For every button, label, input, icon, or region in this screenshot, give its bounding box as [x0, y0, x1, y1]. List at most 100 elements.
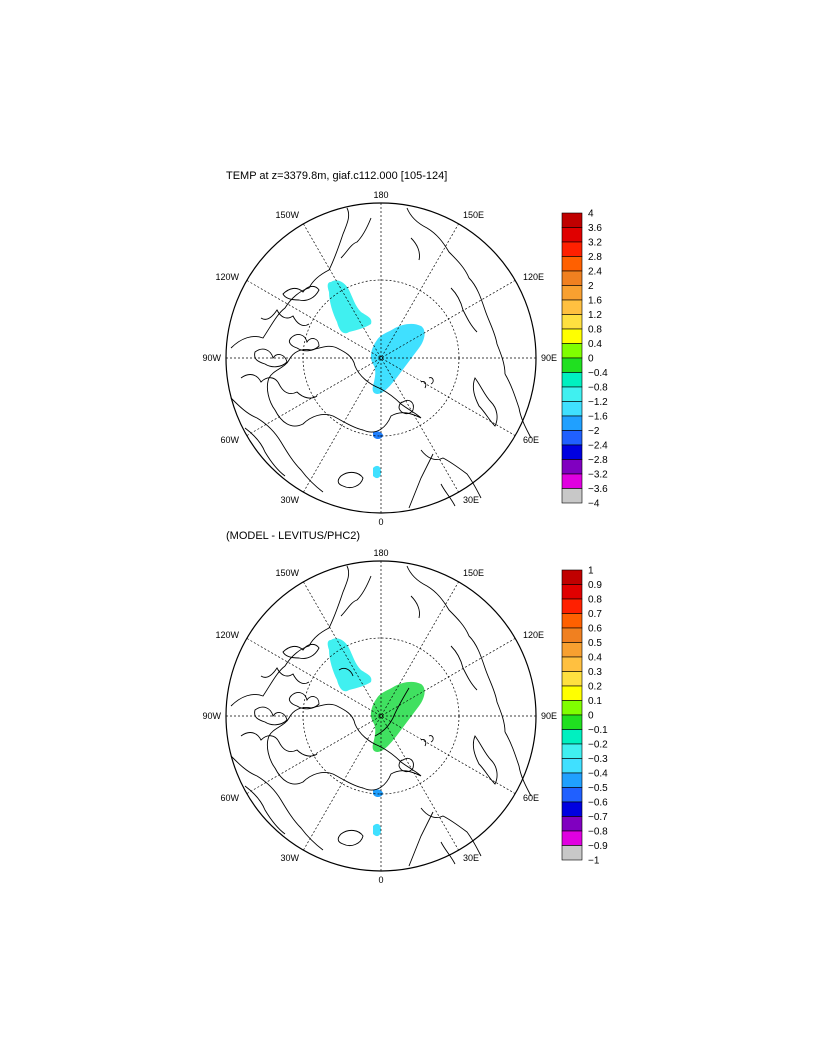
lon-label-0: 0 — [378, 875, 383, 885]
colorbar-tick-label: −1 — [588, 856, 600, 867]
colorbar-swatch — [561, 227, 583, 243]
colorbar-tick-label: 3.6 — [588, 223, 602, 234]
colorbar-swatch — [561, 473, 583, 489]
colorbar-swatch — [561, 357, 583, 373]
lon-label-120e: 120E — [523, 272, 544, 282]
lon-label-90e: 90E — [541, 353, 557, 363]
panel-title-top: TEMP at z=3379.8m, giaf.c112.000 [105-12… — [226, 170, 448, 182]
diff-patch-canada-basin — [327, 638, 372, 692]
diff-patch-eurasian-basin — [370, 681, 425, 752]
colorbar-tick-label: −4 — [588, 499, 600, 510]
lon-label-90w: 90W — [202, 353, 221, 363]
zero-contour — [374, 687, 410, 737]
graticule-top — [226, 203, 536, 513]
colorbar-swatch — [561, 212, 583, 228]
anomaly-patch-eurasian-basin — [370, 323, 425, 394]
colorbar-swatch — [561, 299, 583, 315]
colorbar-swatch — [561, 787, 583, 803]
map-panel-top: 180 150E 120E 90E 60E 30E 0 30W 60W 90W … — [202, 190, 557, 527]
colorbar-swatch — [561, 241, 583, 257]
colorbar-tick-label: −2.8 — [588, 455, 608, 466]
colorbar-swatch — [561, 328, 583, 344]
colorbar-tick-label: 4 — [588, 209, 594, 220]
colorbar-swatch — [561, 729, 583, 745]
colorbar-swatch — [561, 685, 583, 701]
anomaly-patch-fram-strait — [373, 431, 383, 439]
field-patches-top — [327, 280, 425, 479]
lon-label-90w: 90W — [202, 711, 221, 721]
lon-label-120e: 120E — [523, 630, 544, 640]
colorbar-swatch — [561, 758, 583, 774]
colorbar-swatch — [561, 569, 583, 585]
lon-label-0: 0 — [378, 517, 383, 527]
anomaly-patch-canada-basin — [327, 280, 372, 334]
map-panel-bottom: 180 150E 120E 90E 60E 30E 0 30W 60W 90W … — [202, 548, 557, 885]
colorbar-tick-label: −2.4 — [588, 441, 608, 452]
graticule-bottom — [226, 561, 536, 871]
colorbar-tick-label: 2 — [588, 281, 594, 292]
colorbar-tick-label: −0.3 — [588, 754, 608, 765]
lon-label-90e: 90E — [541, 711, 557, 721]
colorbar-swatch — [561, 627, 583, 643]
colorbar-swatch — [561, 314, 583, 330]
anomaly-patch-nordic-seas — [373, 465, 381, 479]
zero-contour — [338, 667, 354, 677]
panel-title-bottom: (MODEL - LEVITUS/PHC2) — [226, 530, 361, 542]
colorbar-tick-label: 0.4 — [588, 339, 602, 350]
colorbar-swatch — [561, 700, 583, 716]
colorbar-tick-label: 1.2 — [588, 310, 602, 321]
colorbar-swatch — [561, 598, 583, 614]
colorbar-tick-label: −0.5 — [588, 783, 608, 794]
lon-label-60w: 60W — [220, 435, 239, 445]
colorbar-tick-label: 1 — [588, 566, 594, 577]
colorbar-tick-label: 3.2 — [588, 238, 602, 249]
lon-label-60e: 60E — [523, 793, 539, 803]
colorbar-tick-label: 0.8 — [588, 595, 602, 606]
colorbar-swatch — [561, 372, 583, 388]
lon-label-150e: 150E — [463, 568, 484, 578]
colorbar-tick-label: 0.7 — [588, 609, 602, 620]
colorbar-swatch — [561, 488, 583, 504]
lon-label-180: 180 — [373, 548, 388, 558]
colorbar-swatch — [561, 845, 583, 861]
lon-label-30e: 30E — [463, 853, 479, 863]
colorbar-swatch — [561, 459, 583, 475]
colorbar-swatch — [561, 270, 583, 286]
colorbar-tick-label: 0.6 — [588, 624, 602, 635]
colorbar-tick-label: 0.8 — [588, 325, 602, 336]
colorbar-tick-label: 0.4 — [588, 653, 602, 664]
diff-patch-fram-strait — [373, 789, 383, 797]
lon-label-60e: 60E — [523, 435, 539, 445]
diff-patch-nordic-seas — [373, 823, 381, 837]
colorbar-tick-label: −0.4 — [588, 769, 608, 780]
lon-label-30e: 30E — [463, 495, 479, 505]
colorbar-tick-label: −0.1 — [588, 725, 608, 736]
lon-label-120w: 120W — [215, 272, 239, 282]
colorbar-tick-label: 0 — [588, 354, 594, 365]
colorbar-tick-label: −0.2 — [588, 740, 608, 751]
colorbar-swatch — [561, 830, 583, 846]
colorbar-tick-label: −0.4 — [588, 368, 608, 379]
colorbar-tick-label: 0 — [588, 711, 594, 722]
colorbar-swatch — [561, 285, 583, 301]
colorbar-tick-label: 0.5 — [588, 638, 602, 649]
lon-label-30w: 30W — [280, 495, 299, 505]
colorbar-swatch — [561, 613, 583, 629]
colorbar-tick-label: −0.8 — [588, 383, 608, 394]
lon-label-150w: 150W — [275, 568, 299, 578]
colorbar-swatch — [561, 343, 583, 359]
colorbar-swatch — [561, 386, 583, 402]
colorbar-tick-label: 0.2 — [588, 682, 602, 693]
colorbar-swatch — [561, 256, 583, 272]
colorbar-tick-label: −0.7 — [588, 812, 608, 823]
colorbar-tick-label: −0.6 — [588, 798, 608, 809]
colorbar-swatch — [561, 801, 583, 817]
colorbar-tick-label: −0.9 — [588, 841, 608, 852]
colorbar-swatch — [561, 743, 583, 759]
lon-label-180: 180 — [373, 190, 388, 200]
colorbar-tick-label: 2.8 — [588, 252, 602, 263]
colorbar-tick-label: 0.9 — [588, 580, 602, 591]
colorbar-swatch — [561, 671, 583, 687]
colorbar-swatch — [561, 816, 583, 832]
